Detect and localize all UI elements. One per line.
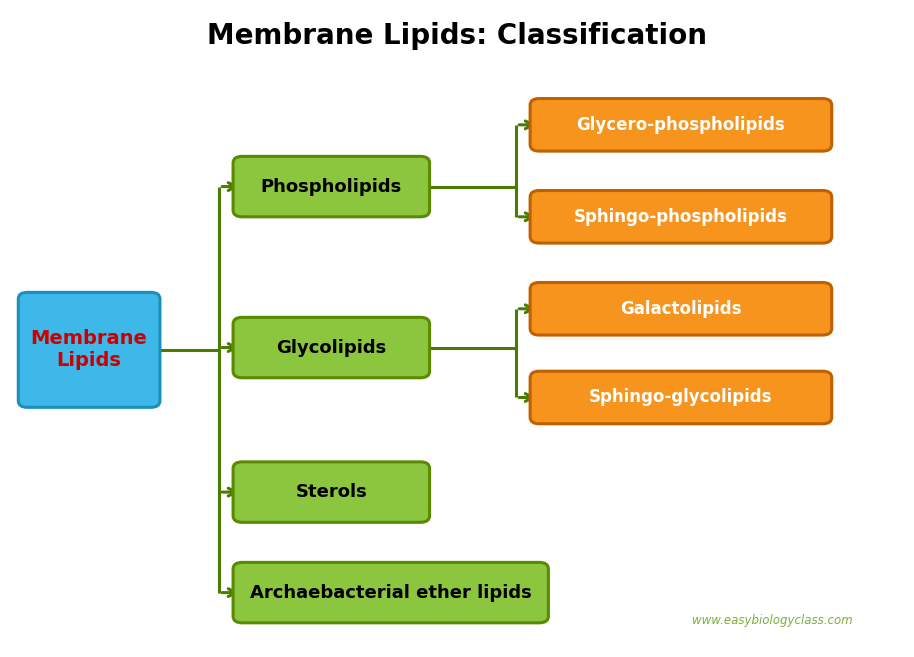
FancyBboxPatch shape xyxy=(530,191,832,243)
Text: Glycero-phospholipids: Glycero-phospholipids xyxy=(577,116,785,134)
Text: Sphingo-glycolipids: Sphingo-glycolipids xyxy=(590,388,772,407)
FancyBboxPatch shape xyxy=(233,317,430,378)
Text: Archaebacterial ether lipids: Archaebacterial ether lipids xyxy=(250,583,532,602)
Text: Sterols: Sterols xyxy=(295,483,367,501)
FancyBboxPatch shape xyxy=(233,462,430,522)
FancyBboxPatch shape xyxy=(233,562,548,623)
Text: Phospholipids: Phospholipids xyxy=(260,177,402,196)
FancyBboxPatch shape xyxy=(233,156,430,217)
FancyBboxPatch shape xyxy=(530,371,832,424)
Text: Glycolipids: Glycolipids xyxy=(276,338,387,357)
Text: www.easybiologyclass.com: www.easybiologyclass.com xyxy=(692,614,853,627)
Text: Membrane Lipids: Classification: Membrane Lipids: Classification xyxy=(207,22,707,50)
FancyBboxPatch shape xyxy=(18,292,160,407)
FancyBboxPatch shape xyxy=(530,283,832,335)
FancyBboxPatch shape xyxy=(530,99,832,151)
Text: Membrane
Lipids: Membrane Lipids xyxy=(31,329,147,371)
Text: Galactolipids: Galactolipids xyxy=(621,300,741,318)
Text: Sphingo-phospholipids: Sphingo-phospholipids xyxy=(574,208,788,226)
